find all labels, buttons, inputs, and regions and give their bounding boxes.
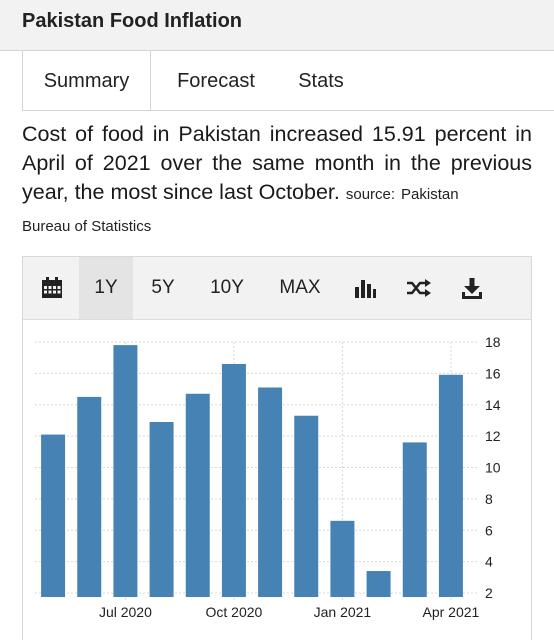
source-prefix: source: <box>345 186 396 203</box>
y-tick-label: 18 <box>485 334 501 350</box>
calendar-button[interactable] <box>27 257 77 319</box>
bar <box>402 442 427 597</box>
range-max-button[interactable]: MAX <box>279 277 321 298</box>
tab-bar: Summary Forecast Stats <box>22 51 554 111</box>
bar <box>330 520 355 597</box>
bar <box>113 345 138 597</box>
download-button[interactable] <box>451 257 493 319</box>
y-tick-label: 8 <box>485 491 493 507</box>
bar <box>185 393 210 597</box>
bar <box>149 422 174 597</box>
compare-button[interactable] <box>397 257 441 319</box>
chart-container: 1Y 5Y 10Y MAX <box>22 256 532 640</box>
bar <box>294 415 319 597</box>
summary-paragraph: Cost of food in Pakistan increased 15.91… <box>22 120 532 209</box>
download-icon <box>461 277 483 299</box>
source-link-part1[interactable]: Pakistan <box>401 186 459 203</box>
y-tick-label: 10 <box>485 460 501 476</box>
bar <box>366 571 391 597</box>
bar <box>77 396 102 597</box>
bar-chart: 2 4 6 8 10 12 14 16 18 Jul 2020 Oct 2020 Jan 2021 Ap… <box>35 334 501 620</box>
tab-summary[interactable]: Summary <box>23 51 151 110</box>
x-tick-label: Jan 2021 <box>314 604 372 620</box>
y-tick-label: 12 <box>485 428 501 444</box>
bar <box>41 434 66 597</box>
x-tick-label: Apr 2021 <box>423 604 480 620</box>
range-5y-button[interactable]: 5Y <box>151 277 175 298</box>
y-tick-label: 6 <box>485 522 493 538</box>
y-tick-label: 2 <box>485 585 493 601</box>
bar-chart-icon <box>354 277 376 298</box>
y-tick-label: 14 <box>485 397 501 413</box>
chart-type-button[interactable] <box>345 257 385 319</box>
range-10y-button[interactable]: 10Y <box>210 277 244 298</box>
bar <box>258 387 283 597</box>
page-header: Pakistan Food Inflation <box>0 0 554 51</box>
tab-forecast[interactable]: Forecast <box>177 70 255 92</box>
bar <box>221 363 246 597</box>
bar <box>438 374 463 597</box>
shuffle-icon <box>406 277 432 298</box>
x-tick-label: Jul 2020 <box>99 604 152 620</box>
calendar-icon <box>41 276 63 298</box>
chart-toolbar: 1Y 5Y 10Y MAX <box>23 257 531 320</box>
source-link-part2[interactable]: Bureau of Statistics <box>22 218 152 235</box>
y-tick-label: 16 <box>485 365 501 381</box>
summary-text: Cost of food in Pakistan increased 15.91… <box>22 122 532 204</box>
x-tick-label: Oct 2020 <box>206 604 263 620</box>
page-title: Pakistan Food Inflation <box>22 10 243 32</box>
range-1y-button[interactable]: 1Y <box>79 257 133 319</box>
tab-stats[interactable]: Stats <box>298 70 344 92</box>
y-tick-label: 4 <box>485 554 493 570</box>
